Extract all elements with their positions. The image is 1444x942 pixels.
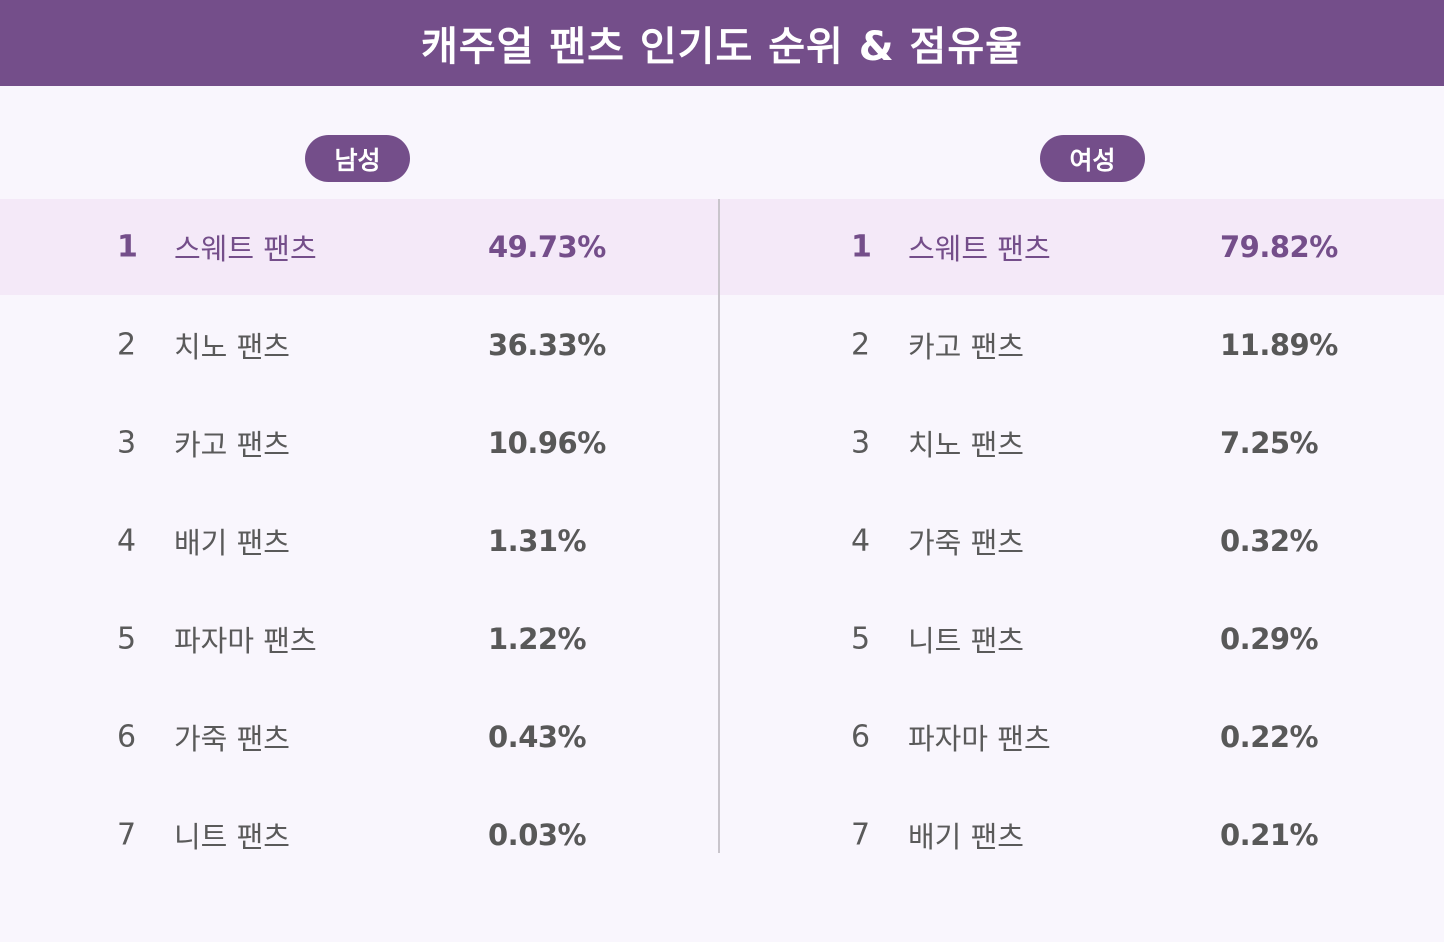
women-share-cell: 0.22% [1220,720,1319,754]
women-share-cell: 11.89% [1220,328,1338,362]
men-share-cell: 1.22% [488,622,587,656]
men-share-cell: 36.33% [488,328,606,362]
men-table-row: 6 가죽 팬츠 0.43% [0,689,718,785]
column-divider [718,199,720,853]
men-table-row: 3 카고 팬츠 10.96% [0,395,718,491]
men-table-row: 7 니트 팬츠 0.03% [0,787,718,883]
men-table-row: 5 파자마 팬츠 1.22% [0,591,718,687]
men-rank-cell: 4 [117,523,137,559]
men-share-cell: 0.43% [488,720,587,754]
women-table-row: 4 가죽 팬츠 0.32% [720,493,1444,589]
women-table-row: 2 카고 팬츠 11.89% [720,297,1444,393]
men-rank-cell: 6 [117,719,137,755]
men-share-cell: 1.31% [488,524,587,558]
men-share-cell: 49.73% [488,230,606,264]
men-rank-cell: 1 [117,229,138,265]
men-item-cell: 가죽 팬츠 [174,722,290,756]
women-item-cell: 가죽 팬츠 [908,526,1024,560]
women-share-cell: 0.32% [1220,524,1319,558]
women-table-row: 7 배기 팬츠 0.21% [720,787,1444,883]
women-item-cell: 배기 팬츠 [908,820,1024,854]
women-rank-cell: 6 [851,719,871,755]
women-item-cell: 카고 팬츠 [908,330,1024,364]
men-table-row: 1 스웨트 팬츠 49.73% [0,199,718,295]
men-item-cell: 배기 팬츠 [174,526,290,560]
men-item-cell: 니트 팬츠 [174,820,290,854]
men-table-row: 4 배기 팬츠 1.31% [0,493,718,589]
page-title: 캐주얼 팬츠 인기도 순위 & 점유율 [421,24,1023,70]
women-item-cell: 파자마 팬츠 [908,722,1051,756]
men-item-cell: 스웨트 팬츠 [174,232,317,266]
women-rank-cell: 3 [851,425,871,461]
header-bar: 캐주얼 팬츠 인기도 순위 & 점유율 [0,0,1444,86]
women-table-row: 3 치노 팬츠 7.25% [720,395,1444,491]
men-item-cell: 치노 팬츠 [174,330,290,364]
women-item-cell: 치노 팬츠 [908,428,1024,462]
men-table-row: 2 치노 팬츠 36.33% [0,297,718,393]
women-rank-cell: 4 [851,523,871,559]
men-item-cell: 파자마 팬츠 [174,624,317,658]
men-rank-cell: 7 [117,817,137,853]
women-rank-cell: 1 [851,229,872,265]
women-share-cell: 0.21% [1220,818,1319,852]
women-rank-cell: 2 [851,327,871,363]
men-rank-cell: 3 [117,425,137,461]
women-share-cell: 79.82% [1220,230,1338,264]
women-table-row: 6 파자마 팬츠 0.22% [720,689,1444,785]
women-item-cell: 니트 팬츠 [908,624,1024,658]
group-label-men: 남성 [305,135,410,182]
women-share-cell: 0.29% [1220,622,1319,656]
men-item-cell: 카고 팬츠 [174,428,290,462]
women-rank-cell: 5 [851,621,871,657]
group-label-women: 여성 [1040,135,1145,182]
women-share-cell: 7.25% [1220,426,1319,460]
women-table-row: 5 니트 팬츠 0.29% [720,591,1444,687]
men-share-cell: 10.96% [488,426,606,460]
women-item-cell: 스웨트 팬츠 [908,232,1051,266]
men-rank-cell: 2 [117,327,137,363]
men-rank-cell: 5 [117,621,137,657]
women-table-row: 1 스웨트 팬츠 79.82% [720,199,1444,295]
men-share-cell: 0.03% [488,818,587,852]
women-rank-cell: 7 [851,817,871,853]
